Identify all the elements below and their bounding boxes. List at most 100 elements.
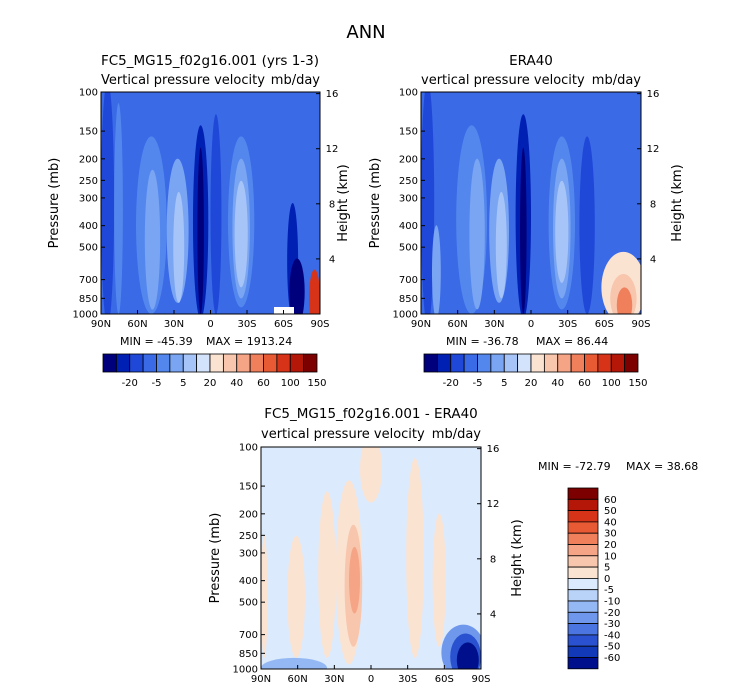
panel-model-colorbar-label: 100 xyxy=(281,378,300,389)
panel-model-colorbar-swatch xyxy=(182,353,198,373)
panel-era40-min: MIN = -36.78 xyxy=(446,335,519,348)
panel-era40-contour-region xyxy=(432,225,441,314)
panel-model-colorbar-label: 5 xyxy=(180,378,186,389)
panel-diff-colorbar-swatch xyxy=(567,589,599,602)
panel-diff-y2label: Height (km) xyxy=(510,519,525,596)
panel-diff-contour-region xyxy=(456,642,479,669)
panel-diff-colorbar-swatch xyxy=(567,532,599,545)
panel-diff-contour-region xyxy=(349,546,360,614)
panel-diff-contour-region xyxy=(360,447,382,503)
panel-era40-contours xyxy=(421,92,641,314)
panel-model-contour-region xyxy=(173,191,185,303)
panel-era40-contour-region xyxy=(555,180,569,283)
y-tick-label: 100 xyxy=(239,443,258,454)
panel-era40-colorbar-swatch xyxy=(530,353,545,373)
panel-diff-colorbar-label: 60 xyxy=(604,495,617,506)
panel-model-contour-region xyxy=(144,169,161,310)
panel-era40: ERA40 vertical pressure velocity mb/day … xyxy=(368,53,685,389)
y2-tick-label: 12 xyxy=(487,499,500,510)
panel-diff-colorbar-label: 5 xyxy=(604,563,610,574)
y-tick-label: 300 xyxy=(239,548,258,559)
panel-model-colorbar-label: 60 xyxy=(257,378,270,389)
panel-diff-colorbar-label: 30 xyxy=(604,529,617,540)
x-tick-label: 90S xyxy=(310,319,329,330)
x-tick-label: 0 xyxy=(207,319,213,330)
panel-model-colorbar-swatch xyxy=(156,353,171,373)
panel-model-contour-region xyxy=(234,180,248,288)
panel-model-colorbar-label: -20 xyxy=(122,378,138,389)
y2-tick-label: 16 xyxy=(647,89,660,100)
panel-model-colorbar: -20 -5 5 20 40 60 100 150 xyxy=(102,353,327,389)
panel-model-colorbar-label: -5 xyxy=(152,378,162,389)
panel-diff-colorbar-label: 40 xyxy=(604,517,617,528)
panel-era40-colorbar-swatch xyxy=(584,353,599,373)
panel-model-subtitle-left: Vertical pressure velocity xyxy=(101,73,265,88)
panel-era40-contour-region xyxy=(495,191,507,299)
y-tick-label: 400 xyxy=(399,221,418,232)
panel-model-colorbar-swatch xyxy=(289,353,305,373)
panel-era40-colorbar-label: 40 xyxy=(551,378,564,389)
panel-model-colorbar-swatch xyxy=(263,353,278,373)
panel-era40-contour-region xyxy=(616,287,633,314)
panel-diff-colorbar-swatch xyxy=(567,498,599,511)
x-tick-label: 30N xyxy=(324,674,344,685)
x-tick-label: 60S xyxy=(435,674,454,685)
panel-diff-min: MIN = -72.79 xyxy=(538,460,611,473)
x-tick-label: 30N xyxy=(164,319,184,330)
panel-model-colorbar-label: 40 xyxy=(230,378,243,389)
panel-model-colorbar-swatch xyxy=(236,353,251,373)
x-tick-label: 30S xyxy=(237,319,256,330)
x-tick-label: 90N xyxy=(411,319,431,330)
panel-model-contour-region xyxy=(210,114,222,314)
panel-diff-colorbar-swatch xyxy=(567,555,599,568)
y-tick-label: 200 xyxy=(79,154,98,165)
panel-diff-colorbar-label: -60 xyxy=(604,653,620,664)
y-tick-label: 700 xyxy=(79,275,98,286)
y2-tick-label: 8 xyxy=(650,199,656,210)
panel-era40-colorbar-label: 20 xyxy=(525,378,538,389)
y-tick-label: 700 xyxy=(399,275,418,286)
panel-era40-contour-region xyxy=(520,147,527,314)
panel-diff-colorbar-swatch xyxy=(567,578,599,591)
panel-era40-contour-region xyxy=(421,92,435,314)
y2-tick-label: 12 xyxy=(326,144,339,155)
panel-model-contour-region xyxy=(101,92,115,314)
y-tick-label: 200 xyxy=(399,154,418,165)
panel-model-colorbar-swatch xyxy=(129,353,144,373)
panel-diff-contour-region xyxy=(432,513,446,647)
panel-diff-colorbar-label: -10 xyxy=(604,597,620,608)
panel-era40-colorbar-swatch xyxy=(624,353,639,373)
y-tick-label: 500 xyxy=(399,243,418,254)
panel-era40-colorbar-swatch xyxy=(543,353,559,373)
panel-model-colorbar-swatch xyxy=(115,353,131,373)
panel-era40-colorbar-swatch xyxy=(490,353,505,373)
panel-model-contour-region xyxy=(114,103,123,314)
y2-tick-label: 16 xyxy=(487,444,500,455)
panel-model-colorbar-label: 20 xyxy=(204,378,217,389)
panel-diff-subtitle-left: vertical pressure velocity xyxy=(261,427,425,442)
panel-era40-contour-region xyxy=(579,136,595,314)
panel-era40-colorbar-label: 5 xyxy=(501,378,507,389)
panel-model-colorbar-swatch xyxy=(142,353,157,373)
panel-era40-axes: 90N 60N 30N 0 30S 60S 90S 100 150 200 250 300 400 500… xyxy=(393,88,660,331)
y-tick-label: 850 xyxy=(399,294,418,305)
panel-diff-axes: 90N 60N 30N 0 30S 60S 90S 100 150 200 250 300 400 500… xyxy=(233,443,500,686)
panel-diff-colorbar-label: 20 xyxy=(604,540,617,551)
panel-model-ylabel: Pressure (mb) xyxy=(47,158,62,249)
panel-era40-colorbar-swatch xyxy=(436,353,452,373)
y-tick-label: 1000 xyxy=(393,310,418,321)
panel-era40-subtitle-left: vertical pressure velocity xyxy=(421,73,585,88)
panel-era40-y2label: Height (km) xyxy=(670,164,685,241)
panel-diff-colorbar-swatch xyxy=(567,645,599,658)
y2-tick-label: 8 xyxy=(329,199,335,210)
panel-era40-subtitle-right: mb/day xyxy=(592,73,642,88)
y-tick-label: 1000 xyxy=(233,665,258,676)
panel-diff-colorbar-swatch xyxy=(567,566,599,579)
panel-model-colorbar-swatch xyxy=(196,353,211,373)
panel-model-colorbar-swatch xyxy=(102,353,117,373)
panel-model-contour-region xyxy=(289,258,305,314)
panel-era40-colorbar: -20 -5 5 20 40 60 100 150 xyxy=(423,353,648,389)
panel-diff-title: FC5_MG15_f02g16.001 - ERA40 xyxy=(264,406,478,422)
panel-diff-colorbar-label: 50 xyxy=(604,506,617,517)
panel-diff-contour-region xyxy=(261,657,327,669)
